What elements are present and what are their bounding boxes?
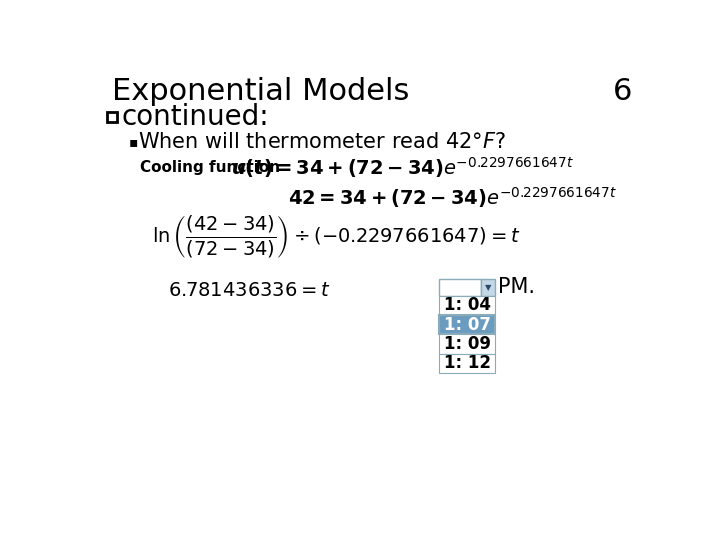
Text: $\boldsymbol{42 = 34 + (72 - 34)e^{-0.2297661647t}}$: $\boldsymbol{42 = 34 + (72 - 34)e^{-0.22…: [287, 186, 617, 211]
Text: $\boldsymbol{u(t) = 34 + (72 - 34)e^{-0.2297661647t}}$: $\boldsymbol{u(t) = 34 + (72 - 34)e^{-0.…: [231, 155, 574, 180]
Bar: [438, 354, 495, 373]
Bar: [107, 112, 117, 122]
Text: When will thermometer read $42\degree F$?: When will thermometer read $42\degree F$…: [138, 132, 506, 152]
Text: ▼: ▼: [485, 283, 492, 292]
Text: $\ln\left(\dfrac{(42-34)}{(72-34)}\right) \div (-0.2297661647) = t$: $\ln\left(\dfrac{(42-34)}{(72-34)}\right…: [152, 213, 521, 260]
Text: ▪: ▪: [129, 135, 138, 149]
Text: 1: 12: 1: 12: [444, 354, 490, 372]
Bar: [438, 296, 495, 315]
Text: PM.: PM.: [498, 278, 536, 298]
Text: 1: 04: 1: 04: [444, 296, 490, 314]
Text: 1: 09: 1: 09: [444, 335, 490, 353]
Bar: [482, 279, 495, 296]
Text: 6: 6: [613, 77, 632, 106]
Text: Cooling function: Cooling function: [140, 160, 281, 175]
Text: 1: 07: 1: 07: [444, 316, 490, 334]
Text: Exponential Models: Exponential Models: [112, 77, 409, 106]
Bar: [438, 334, 495, 354]
Bar: [438, 279, 482, 296]
Text: continued:: continued:: [122, 103, 269, 131]
Bar: [438, 315, 495, 334]
Text: $6.781436336 = t$: $6.781436336 = t$: [168, 281, 330, 300]
